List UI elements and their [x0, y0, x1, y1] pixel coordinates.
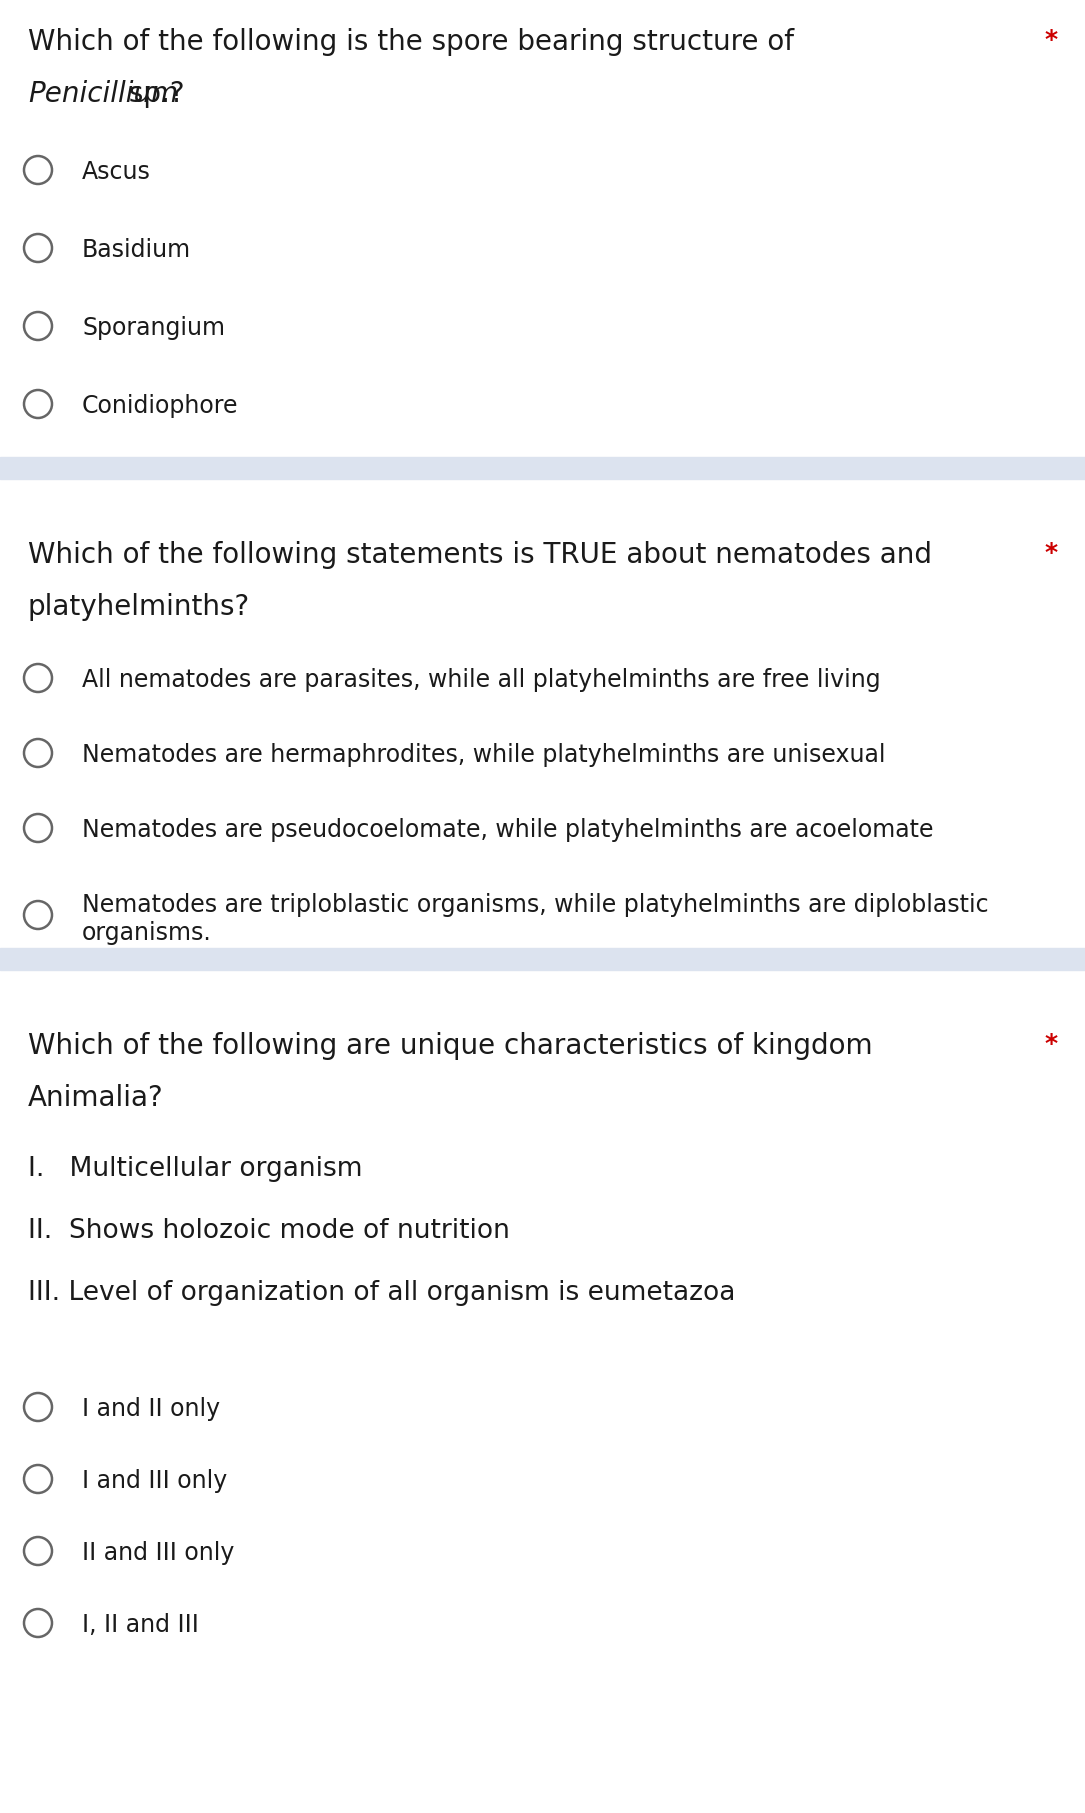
Text: Sporangium: Sporangium — [82, 315, 225, 341]
Text: Penicillium: Penicillium — [28, 80, 178, 109]
Text: Animalia?: Animalia? — [28, 1084, 164, 1111]
Bar — [0, 948, 1085, 970]
Text: III. Level of organization of all organism is eumetazoa: III. Level of organization of all organi… — [28, 1280, 736, 1305]
Text: Which of the following are unique characteristics of kingdom: Which of the following are unique charac… — [28, 1032, 872, 1061]
Text: organisms.: organisms. — [82, 921, 212, 945]
Text: Nematodes are pseudocoelomate, while platyhelminths are acoelomate: Nematodes are pseudocoelomate, while pla… — [82, 818, 933, 841]
Text: Which of the following statements is TRUE about nematodes and: Which of the following statements is TRU… — [28, 540, 932, 569]
Text: I.   Multicellular organism: I. Multicellular organism — [28, 1157, 362, 1182]
Text: *: * — [1045, 27, 1058, 53]
Text: I and III only: I and III only — [82, 1469, 227, 1492]
Text: Nematodes are triploblastic organisms, while platyhelminths are diploblastic: Nematodes are triploblastic organisms, w… — [82, 894, 988, 917]
Text: II and III only: II and III only — [82, 1541, 234, 1565]
Text: Ascus: Ascus — [82, 160, 151, 183]
Text: I, II and III: I, II and III — [82, 1614, 199, 1637]
Text: sp.?: sp.? — [120, 80, 184, 109]
Text: I and II only: I and II only — [82, 1398, 220, 1421]
Bar — [0, 457, 1085, 479]
Text: *: * — [1045, 1032, 1058, 1055]
Text: Conidiophore: Conidiophore — [82, 393, 239, 419]
Text: Which of the following is the spore bearing structure of: Which of the following is the spore bear… — [28, 27, 794, 56]
Text: Basidium: Basidium — [82, 238, 191, 263]
Text: All nematodes are parasites, while all platyhelminths are free living: All nematodes are parasites, while all p… — [82, 667, 881, 693]
Text: platyhelminths?: platyhelminths? — [28, 593, 251, 622]
Text: II.  Shows holozoic mode of nutrition: II. Shows holozoic mode of nutrition — [28, 1218, 510, 1244]
Text: Nematodes are hermaphrodites, while platyhelminths are unisexual: Nematodes are hermaphrodites, while plat… — [82, 743, 885, 767]
Text: *: * — [1045, 540, 1058, 566]
